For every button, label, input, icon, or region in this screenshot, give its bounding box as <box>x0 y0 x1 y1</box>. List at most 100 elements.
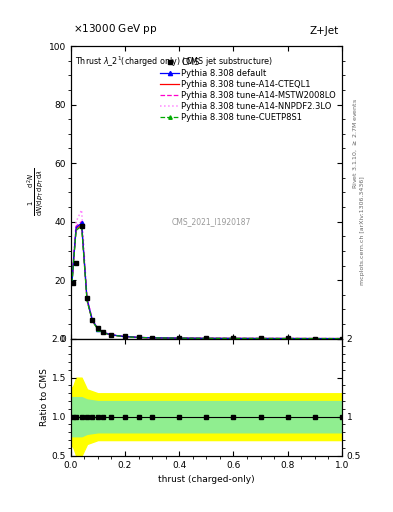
Text: Thrust $\lambda\_2^1$(charged only) (CMS jet substructure): Thrust $\lambda\_2^1$(charged only) (CMS… <box>75 55 273 69</box>
Pythia 8.308 tune-A14-NNPDF2.3LO <box>71 255 76 261</box>
CMS <box>285 335 290 342</box>
Pythia 8.308 tune-A14-NNPDF2.3LO <box>177 335 182 341</box>
Pythia 8.308 tune-CUETP8S1 <box>71 260 76 266</box>
Pythia 8.308 tune-A14-MSTW2008LO <box>90 317 95 323</box>
Pythia 8.308 tune-A14-CTEQL1 <box>101 330 106 336</box>
Pythia 8.308 tune-CUETP8S1 <box>84 297 89 304</box>
Pythia 8.308 tune-A14-MSTW2008LO <box>312 335 317 342</box>
Pythia 8.308 tune-A14-MSTW2008LO <box>71 257 76 263</box>
Pythia 8.308 tune-A14-MSTW2008LO <box>177 335 182 341</box>
Pythia 8.308 tune-A14-CTEQL1 <box>71 259 76 265</box>
CMS <box>177 335 182 341</box>
Pythia 8.308 tune-CUETP8S1 <box>150 335 154 341</box>
Pythia 8.308 tune-A14-NNPDF2.3LO <box>74 219 79 225</box>
Pythia 8.308 tune-A14-MSTW2008LO <box>101 329 106 335</box>
Pythia 8.308 tune-A14-CTEQL1 <box>84 297 89 303</box>
Pythia 8.308 default <box>177 335 182 341</box>
Pythia 8.308 tune-A14-MSTW2008LO <box>340 335 344 342</box>
Pythia 8.308 tune-A14-NNPDF2.3LO <box>95 325 100 331</box>
CMS <box>79 223 84 229</box>
Text: Rivet 3.1.10, $\geq$ 2.7M events: Rivet 3.1.10, $\geq$ 2.7M events <box>352 98 359 189</box>
Pythia 8.308 tune-CUETP8S1 <box>101 330 106 336</box>
Line: Pythia 8.308 tune-A14-NNPDF2.3LO: Pythia 8.308 tune-A14-NNPDF2.3LO <box>72 210 342 338</box>
Pythia 8.308 tune-A14-CTEQL1 <box>204 335 209 342</box>
Pythia 8.308 tune-CUETP8S1 <box>123 334 127 340</box>
CMS <box>101 329 106 335</box>
CMS <box>312 335 317 342</box>
Pythia 8.308 default <box>285 335 290 342</box>
Pythia 8.308 tune-A14-MSTW2008LO <box>258 335 263 342</box>
X-axis label: thrust (charged-only): thrust (charged-only) <box>158 475 255 484</box>
Pythia 8.308 tune-CUETP8S1 <box>340 335 344 342</box>
Pythia 8.308 tune-CUETP8S1 <box>95 326 100 332</box>
Pythia 8.308 tune-A14-CTEQL1 <box>123 334 127 340</box>
Pythia 8.308 tune-A14-CTEQL1 <box>150 335 154 341</box>
Pythia 8.308 tune-A14-MSTW2008LO <box>95 326 100 332</box>
Pythia 8.308 tune-CUETP8S1 <box>79 223 84 229</box>
Pythia 8.308 default <box>95 326 100 332</box>
Pythia 8.308 tune-A14-NNPDF2.3LO <box>258 335 263 342</box>
Line: Pythia 8.308 tune-CUETP8S1: Pythia 8.308 tune-CUETP8S1 <box>70 224 343 340</box>
Pythia 8.308 default <box>123 333 127 339</box>
Legend: CMS, Pythia 8.308 default, Pythia 8.308 tune-A14-CTEQL1, Pythia 8.308 tune-A14-M: CMS, Pythia 8.308 default, Pythia 8.308 … <box>159 56 338 124</box>
Pythia 8.308 tune-A14-NNPDF2.3LO <box>90 316 95 323</box>
Pythia 8.308 default <box>312 335 317 342</box>
Text: mcplots.cern.ch [arXiv:1306.3436]: mcplots.cern.ch [arXiv:1306.3436] <box>360 176 365 285</box>
Pythia 8.308 tune-CUETP8S1 <box>204 335 209 342</box>
CMS <box>258 335 263 342</box>
Pythia 8.308 tune-A14-NNPDF2.3LO <box>70 277 74 283</box>
Pythia 8.308 tune-CUETP8S1 <box>90 318 95 325</box>
Pythia 8.308 default <box>90 317 95 324</box>
CMS <box>204 335 209 342</box>
CMS <box>136 334 141 340</box>
Pythia 8.308 default <box>204 335 209 342</box>
CMS <box>90 316 95 323</box>
CMS <box>74 260 79 266</box>
Line: Pythia 8.308 tune-A14-CTEQL1: Pythia 8.308 tune-A14-CTEQL1 <box>72 225 342 338</box>
Pythia 8.308 tune-CUETP8S1 <box>231 335 236 342</box>
Pythia 8.308 tune-A14-NNPDF2.3LO <box>84 294 89 300</box>
Pythia 8.308 tune-A14-MSTW2008LO <box>84 295 89 302</box>
Pythia 8.308 tune-A14-CTEQL1 <box>109 332 114 338</box>
Pythia 8.308 tune-A14-CTEQL1 <box>258 335 263 342</box>
CMS <box>84 294 89 301</box>
Pythia 8.308 tune-A14-MSTW2008LO <box>74 223 79 229</box>
Pythia 8.308 default <box>231 335 236 342</box>
Pythia 8.308 tune-A14-NNPDF2.3LO <box>136 334 141 340</box>
CMS <box>95 325 100 331</box>
Pythia 8.308 tune-A14-MSTW2008LO <box>285 335 290 342</box>
Pythia 8.308 tune-A14-MSTW2008LO <box>123 333 127 339</box>
CMS <box>71 280 76 286</box>
Pythia 8.308 default <box>71 258 76 264</box>
Line: CMS: CMS <box>72 224 344 340</box>
Pythia 8.308 tune-A14-CTEQL1 <box>70 279 74 285</box>
Text: $\times$13000 GeV pp: $\times$13000 GeV pp <box>73 22 158 36</box>
Pythia 8.308 default <box>258 335 263 342</box>
Pythia 8.308 tune-A14-NNPDF2.3LO <box>79 207 84 213</box>
Pythia 8.308 tune-A14-MSTW2008LO <box>109 332 114 338</box>
Pythia 8.308 tune-A14-NNPDF2.3LO <box>204 335 209 342</box>
CMS <box>109 331 114 337</box>
Pythia 8.308 tune-A14-MSTW2008LO <box>204 335 209 342</box>
Y-axis label: $\frac{1}{\mathrm{d}N/\mathrm{d}p_\mathrm{T}}\frac{\mathrm{d}^2N}{\mathrm{d}p_\m: $\frac{1}{\mathrm{d}N/\mathrm{d}p_\mathr… <box>25 168 46 217</box>
CMS <box>231 335 236 342</box>
Line: Pythia 8.308 tune-A14-MSTW2008LO: Pythia 8.308 tune-A14-MSTW2008LO <box>72 222 342 338</box>
Pythia 8.308 tune-A14-NNPDF2.3LO <box>285 335 290 342</box>
Pythia 8.308 tune-A14-MSTW2008LO <box>136 334 141 340</box>
CMS <box>123 333 127 339</box>
Pythia 8.308 tune-A14-CTEQL1 <box>95 326 100 332</box>
Pythia 8.308 tune-A14-NNPDF2.3LO <box>123 333 127 339</box>
Pythia 8.308 tune-CUETP8S1 <box>312 335 317 342</box>
Pythia 8.308 tune-CUETP8S1 <box>136 334 141 340</box>
Pythia 8.308 tune-A14-MSTW2008LO <box>231 335 236 342</box>
Pythia 8.308 default <box>70 279 74 285</box>
Pythia 8.308 tune-A14-CTEQL1 <box>285 335 290 342</box>
Pythia 8.308 tune-A14-NNPDF2.3LO <box>231 335 236 342</box>
Pythia 8.308 default <box>79 220 84 226</box>
Pythia 8.308 tune-A14-NNPDF2.3LO <box>150 335 154 341</box>
Pythia 8.308 tune-A14-CTEQL1 <box>340 335 344 342</box>
Pythia 8.308 default <box>101 329 106 335</box>
Pythia 8.308 tune-A14-MSTW2008LO <box>79 219 84 225</box>
Pythia 8.308 tune-A14-CTEQL1 <box>74 226 79 232</box>
Pythia 8.308 default <box>84 296 89 302</box>
